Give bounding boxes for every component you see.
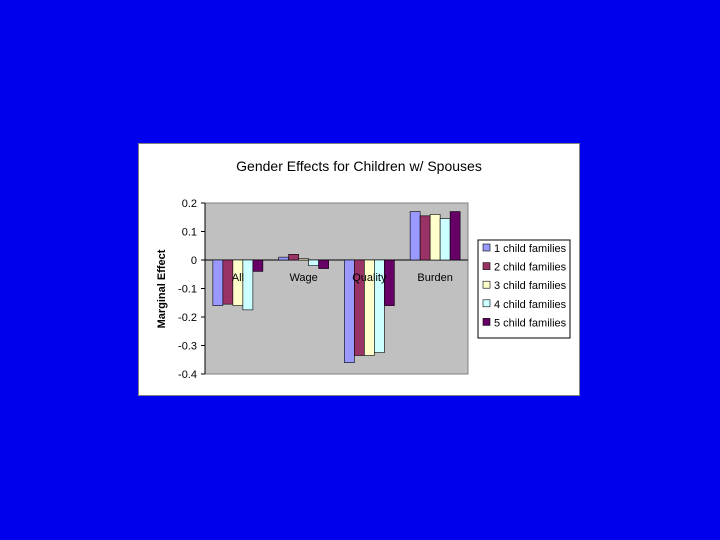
bar-1-series-4 <box>308 259 319 266</box>
legend-label-2: 2 child families <box>494 262 567 274</box>
bar-1-series-2 <box>288 254 299 261</box>
legend-swatch-2 <box>482 262 491 270</box>
y-axis-label: Marginal Effect <box>156 249 168 328</box>
category-label-quality: Quality <box>352 272 387 284</box>
bar-2-series-4 <box>374 259 385 353</box>
bar-1-series-1 <box>278 256 289 261</box>
bar-3-series-2 <box>419 215 431 261</box>
legend-label-5: 5 child families <box>494 317 567 329</box>
y-tick-label: -0.1 <box>178 284 197 296</box>
y-tick-label: -0.4 <box>178 369 197 381</box>
y-tick-label: 0.2 <box>182 198 197 210</box>
bar-1-series-3 <box>298 258 309 261</box>
y-tick-label: 0 <box>191 255 197 267</box>
legend-swatch-5 <box>482 318 491 326</box>
bar-3-series-3 <box>429 214 441 261</box>
y-tick-label: 0.1 <box>182 227 197 239</box>
bar-1-series-5 <box>318 259 329 269</box>
bar-0-series-1 <box>212 259 224 306</box>
category-label-wage: Wage <box>289 272 317 284</box>
bar-3-series-4 <box>439 218 451 261</box>
bar-3-series-5 <box>449 211 461 261</box>
chart-svg: Gender Effects for Children w/ Spouses M… <box>156 158 571 381</box>
legend-swatch-4 <box>482 299 491 308</box>
chart-title: Gender Effects for Children w/ Spouses <box>236 158 482 174</box>
legend-label-4: 4 child families <box>494 299 567 311</box>
bar-3-series-1 <box>409 211 421 261</box>
bar-2-series-5 <box>384 259 395 306</box>
y-tick-label: -0.2 <box>178 312 197 324</box>
legend-label-3: 3 child families <box>494 280 567 292</box>
legend-swatch-1 <box>482 243 491 252</box>
category-label-burden: Burden <box>417 272 452 284</box>
bar-0-series-5 <box>252 259 264 272</box>
bar-0-series-4 <box>242 259 254 311</box>
legend-swatch-3 <box>482 280 491 289</box>
category-label-all: All <box>232 272 244 284</box>
y-tick-label: -0.3 <box>178 341 197 353</box>
legend-box <box>477 239 571 339</box>
chart-container: Gender Effects for Children w/ Spouses M… <box>138 143 580 396</box>
legend-label-1: 1 child families <box>494 243 567 255</box>
